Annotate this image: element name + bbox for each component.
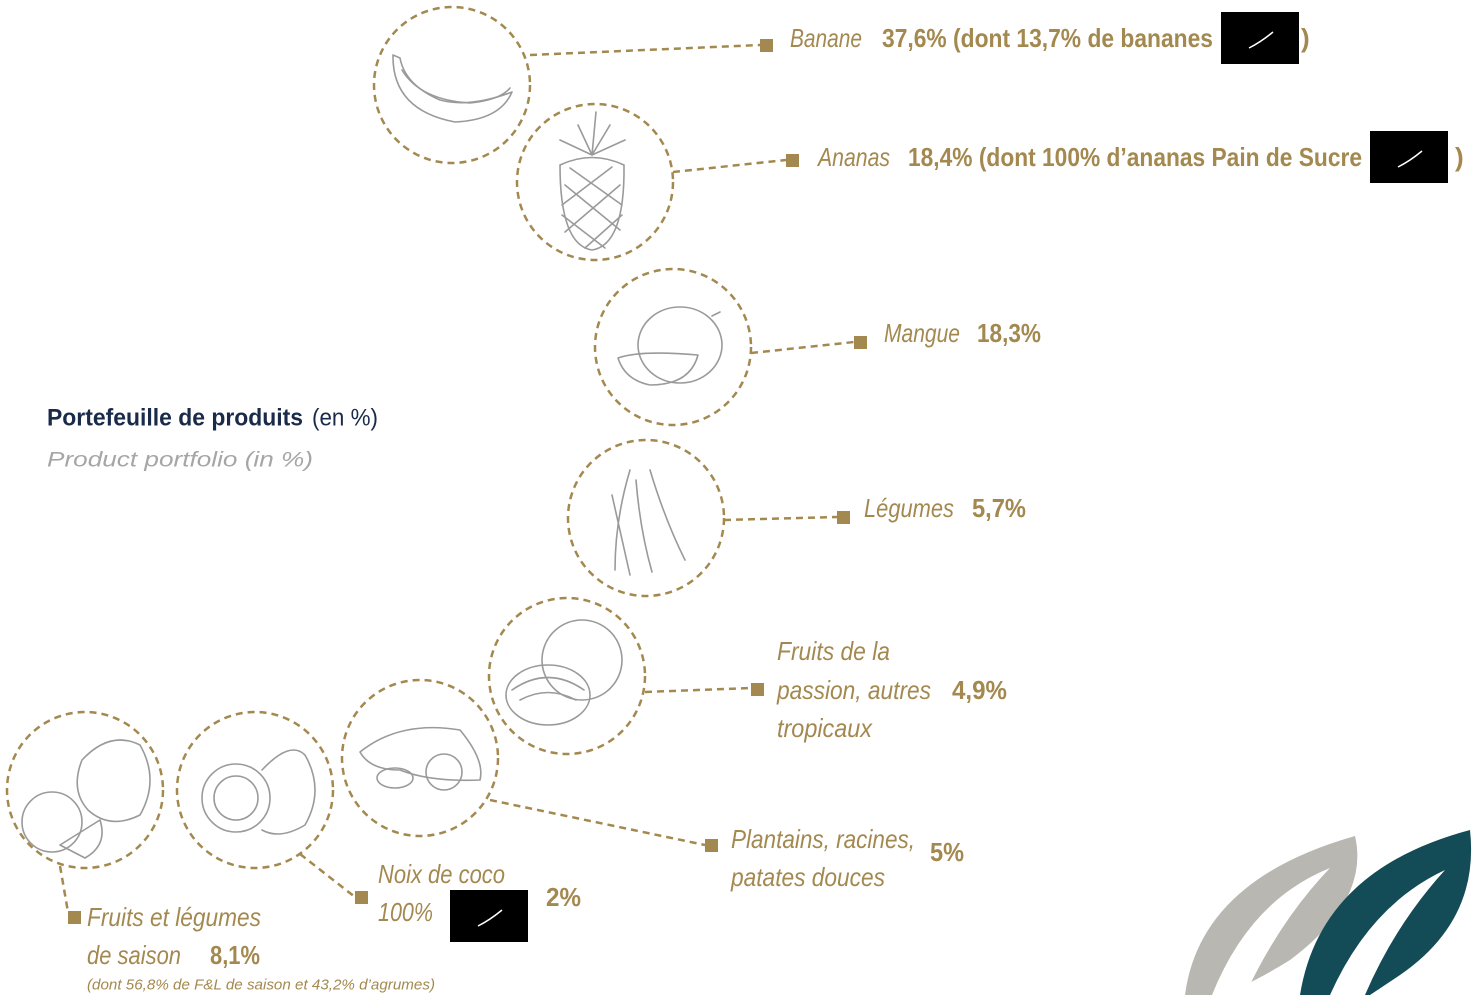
brand-logo [1185,830,1472,995]
item-label: tropicaux [777,713,873,743]
item-label: Mangue [884,318,960,348]
item-value: 5% [930,837,964,867]
title: Portefeuille de produits [47,405,303,432]
organic-logo [449,889,529,943]
organic-logo [1369,130,1449,184]
item-note: (dont 56,8% de F&L de saison et 43,2% d’… [87,977,435,994]
item-label: patates douces [730,862,885,892]
item-close: ) [1301,23,1310,53]
item-label: Ananas [816,142,890,172]
connectors [58,39,867,924]
item-label: Banane [790,23,862,53]
item-label: Fruits de la [777,636,890,666]
rings [5,5,753,870]
organic-logo [1220,11,1300,65]
illustrations [21,54,723,859]
item-label: Légumes [864,493,954,523]
item-label: Noix de coco [378,859,505,889]
item-label: Plantains, racines, [731,824,915,854]
item-label: passion, autres [776,675,931,705]
item-value: 4,9% [952,675,1007,705]
subtitle: Product portfolio (in %) [47,449,313,472]
item-value: 8,1% [210,940,260,970]
item-value: 2% [546,882,581,912]
item-value: 18,4% (dont 100% d’ananas Pain de Sucre [908,142,1362,172]
item-label: Fruits et légumes [87,902,261,932]
item-value: 18,3% [977,318,1041,348]
item-label: de saison [87,940,181,970]
title-unit: (en %) [312,405,378,432]
item-value: 37,6% (dont 13,7% de bananes [882,23,1213,53]
item-label: 100% [378,897,433,927]
item-close: ) [1455,142,1464,172]
item-value: 5,7% [972,493,1026,523]
